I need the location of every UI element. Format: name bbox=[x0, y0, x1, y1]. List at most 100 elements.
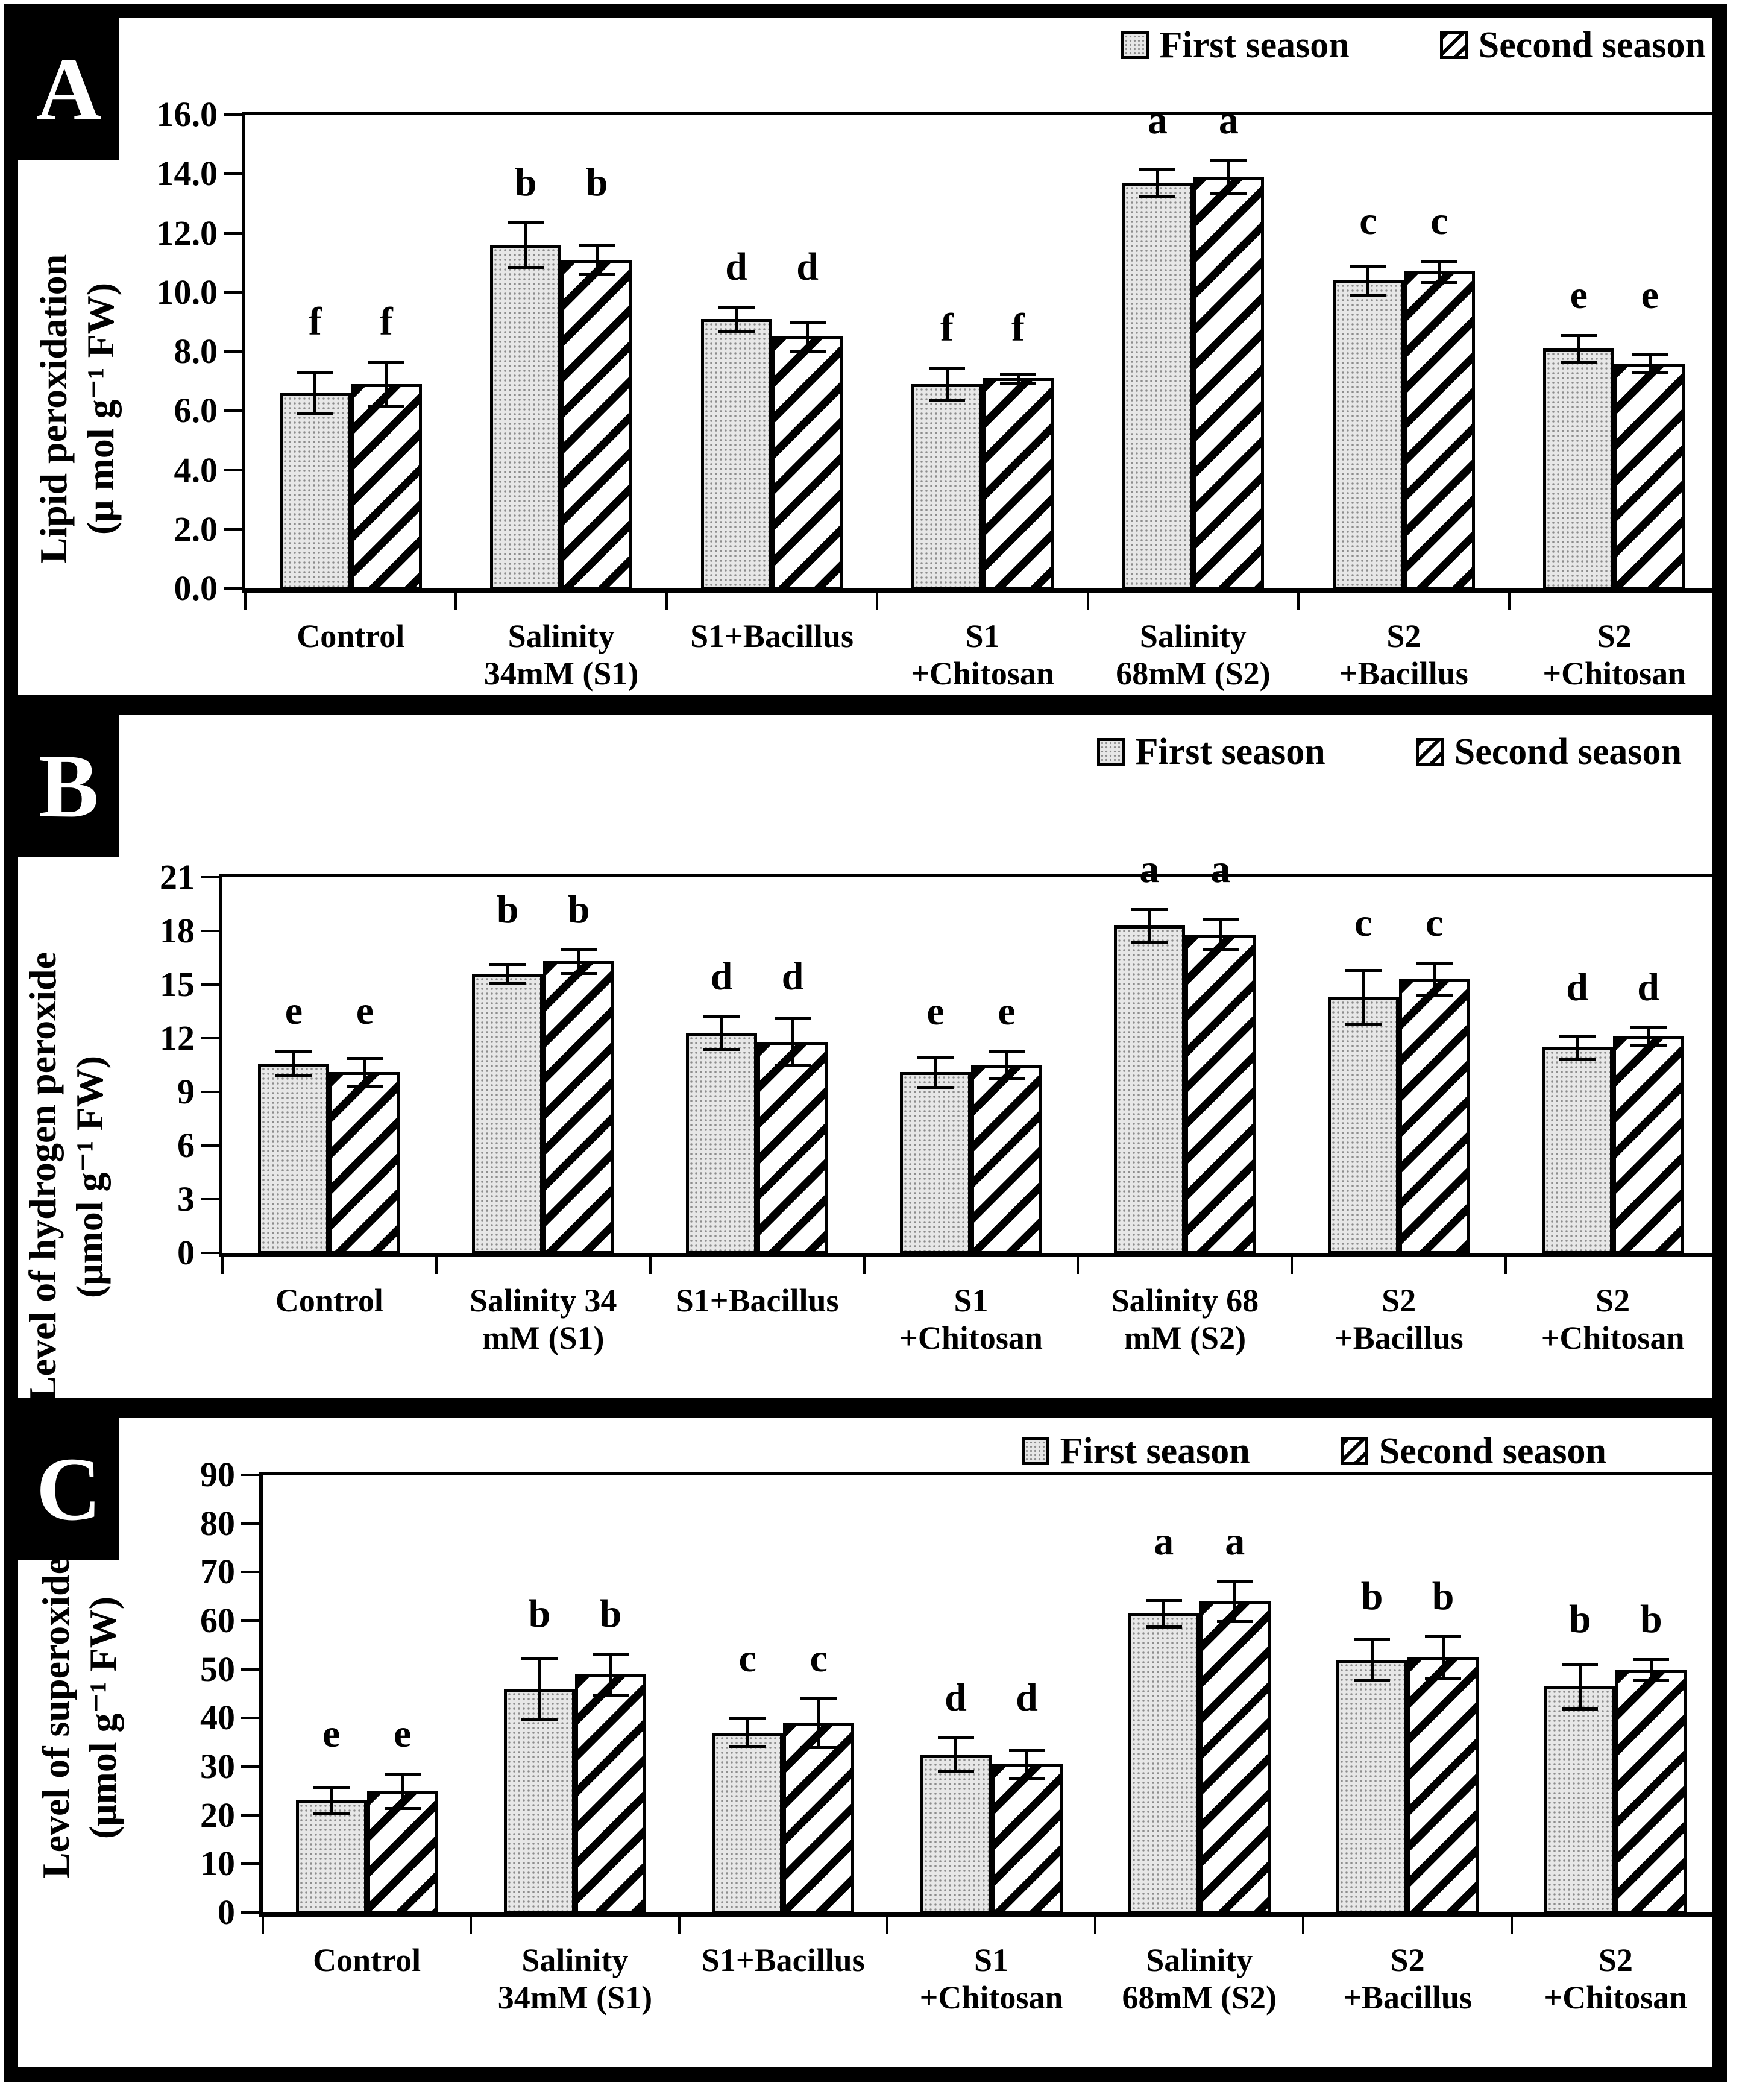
y-axis-line bbox=[259, 1472, 263, 1917]
error-bar-cap bbox=[729, 1745, 766, 1748]
category-label: Salinity 68mM (S2) bbox=[1095, 1941, 1303, 2016]
error-bar-cap bbox=[384, 1773, 421, 1776]
error-bar-line bbox=[945, 368, 949, 401]
error-bar-cap bbox=[1561, 333, 1597, 337]
error-bar-line bbox=[735, 307, 738, 331]
error-bar-line bbox=[1647, 1027, 1650, 1045]
error-bar-cap bbox=[729, 1717, 766, 1721]
error-bar-line bbox=[1370, 1639, 1374, 1680]
plot-top-border bbox=[259, 1472, 1723, 1475]
significance-letter: c bbox=[738, 1636, 756, 1681]
second-season-bar bbox=[1403, 271, 1475, 590]
error-bar-cap bbox=[800, 1697, 837, 1701]
x-tick bbox=[863, 1257, 866, 1274]
error-bar-line bbox=[934, 1057, 937, 1088]
significance-letter: c bbox=[1354, 901, 1372, 945]
x-tick bbox=[1718, 593, 1721, 610]
y-tick bbox=[241, 1522, 259, 1525]
error-bar-cap bbox=[917, 1056, 954, 1059]
y-tick-label: 60 bbox=[200, 1601, 235, 1640]
y-tick-label: 6 bbox=[177, 1126, 195, 1165]
y-tick-label: 0 bbox=[218, 1893, 235, 1932]
y-tick bbox=[201, 1144, 219, 1147]
x-axis-line bbox=[242, 588, 1723, 593]
first-season-bar bbox=[490, 245, 562, 590]
y-tick-label: 10.0 bbox=[156, 272, 218, 312]
x-tick bbox=[435, 1257, 438, 1274]
significance-letter: f bbox=[379, 300, 393, 344]
error-bar-line bbox=[1025, 1750, 1028, 1779]
second-season-bar bbox=[783, 1723, 855, 1914]
legend-label: Second season bbox=[1454, 731, 1682, 772]
y-tick bbox=[241, 1474, 259, 1476]
significance-letter: e bbox=[1641, 273, 1659, 317]
second-season-bar bbox=[543, 961, 615, 1254]
error-bar-cap bbox=[1633, 1657, 1670, 1661]
error-bar-cap bbox=[1131, 940, 1168, 944]
error-bar-cap bbox=[1008, 1777, 1045, 1780]
error-bar-line bbox=[538, 1658, 541, 1719]
error-bar-cap bbox=[1421, 280, 1457, 284]
error-bar-line bbox=[1005, 1052, 1008, 1079]
category-label-line: 68mM (S2) bbox=[1122, 1979, 1277, 2016]
y-tick-label: 70 bbox=[200, 1552, 235, 1592]
error-bar-cap bbox=[368, 405, 404, 408]
error-bar-line bbox=[313, 372, 317, 414]
error-bar-cap bbox=[347, 1056, 383, 1060]
legend-item-second-season: Second season bbox=[1439, 24, 1706, 67]
y-tick-label: 9 bbox=[177, 1072, 195, 1111]
second-season-swatch-icon bbox=[1439, 31, 1468, 59]
significance-letter: d bbox=[781, 954, 804, 999]
first-season-bar bbox=[1128, 1613, 1199, 1914]
legend-item-first-season: First season bbox=[1021, 1430, 1250, 1473]
error-bar-line bbox=[1441, 1636, 1445, 1679]
plot-top-border bbox=[219, 874, 1723, 877]
error-bar-cap bbox=[579, 273, 615, 277]
error-bar-cap bbox=[1131, 908, 1168, 912]
error-bar-cap bbox=[1416, 994, 1453, 997]
error-bar-cap bbox=[775, 1017, 811, 1021]
error-bar-cap bbox=[989, 1050, 1025, 1054]
first-season-bar bbox=[1113, 925, 1185, 1254]
y-tick bbox=[201, 876, 219, 878]
error-bar-cap bbox=[1008, 1748, 1045, 1752]
first-season-bar bbox=[1541, 1047, 1613, 1254]
y-tick bbox=[241, 1717, 259, 1720]
error-bar-line bbox=[1233, 1581, 1237, 1621]
plot-top-border bbox=[242, 112, 1723, 115]
category-label-line: Salinity bbox=[508, 618, 615, 654]
y-tick bbox=[201, 1091, 219, 1093]
error-bar-line bbox=[817, 1698, 820, 1747]
significance-letter: b bbox=[1360, 1574, 1383, 1618]
significance-letter: f bbox=[308, 300, 322, 344]
error-bar-cap bbox=[1425, 1635, 1462, 1638]
significance-letter: b bbox=[1640, 1597, 1662, 1641]
category-label: S1+Bacillus bbox=[667, 617, 877, 655]
error-bar-cap bbox=[1145, 1625, 1182, 1629]
category-label-line: +Chitosan bbox=[1542, 655, 1687, 692]
error-bar-cap bbox=[1216, 1580, 1253, 1583]
category-label: Control bbox=[245, 617, 456, 655]
second-season-bar bbox=[757, 1041, 829, 1254]
panel-letter: A bbox=[36, 39, 102, 139]
category-label: S2 +Chitosan bbox=[1512, 1941, 1720, 2016]
y-tick bbox=[201, 1252, 219, 1254]
category-label-line: mM (S1) bbox=[482, 1320, 605, 1356]
category-label-line: S1+Bacillus bbox=[701, 1942, 865, 1978]
error-bar-cap bbox=[508, 265, 544, 269]
error-bar-cap bbox=[1632, 353, 1668, 356]
y-tick-label: 21 bbox=[160, 857, 195, 897]
error-bar-line bbox=[1366, 265, 1370, 295]
category-label-line: +Chitosan bbox=[1544, 1979, 1688, 2016]
y-tick bbox=[201, 983, 219, 986]
y-tick bbox=[224, 232, 242, 235]
first-season-swatch-icon bbox=[1096, 738, 1125, 766]
error-bar-line bbox=[363, 1058, 366, 1087]
first-season-bar bbox=[258, 1063, 330, 1254]
error-bar-cap bbox=[384, 1806, 421, 1810]
second-season-bar bbox=[1193, 177, 1265, 590]
significance-letter: c bbox=[810, 1636, 828, 1681]
second-season-bar bbox=[1199, 1601, 1271, 1914]
error-bar-cap bbox=[1354, 1638, 1391, 1641]
category-label-line: +Bacillus bbox=[1339, 655, 1468, 692]
